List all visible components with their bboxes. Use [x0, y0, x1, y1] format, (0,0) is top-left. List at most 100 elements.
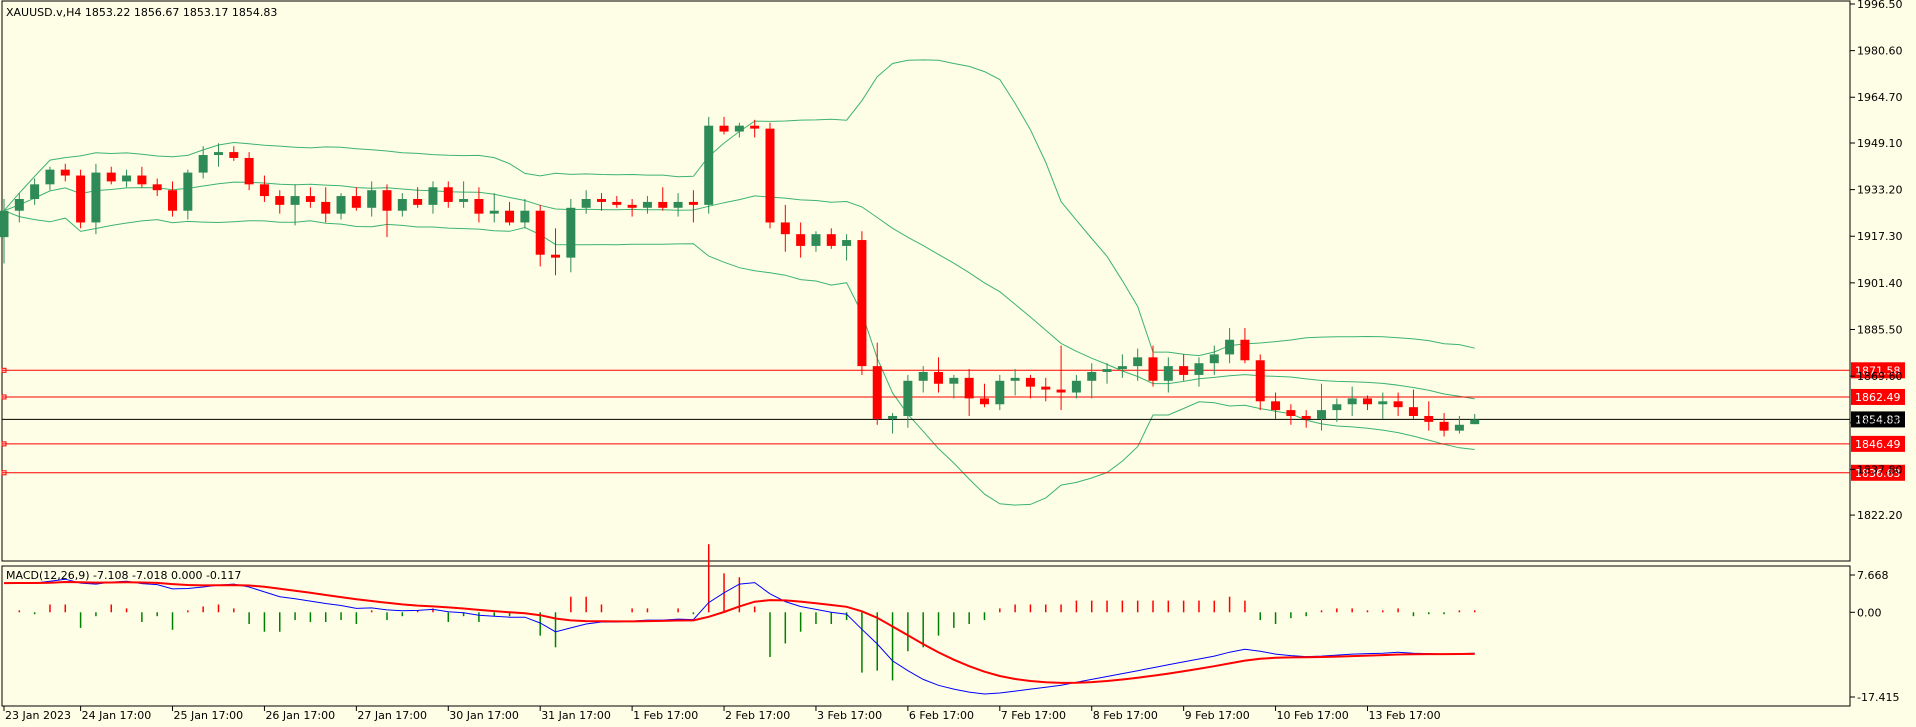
candle-body	[428, 187, 438, 205]
candle	[581, 190, 591, 214]
candle-body	[382, 190, 392, 211]
candle-body	[1271, 401, 1281, 411]
candle	[1470, 414, 1480, 425]
candle-body	[1163, 366, 1173, 381]
candle-body	[122, 175, 132, 182]
candle-body	[137, 175, 147, 185]
candle-body	[290, 196, 300, 205]
x-tick-label: 26 Jan 17:00	[265, 709, 335, 722]
candle	[137, 166, 147, 188]
candle	[642, 196, 652, 214]
candle	[780, 204, 790, 252]
current-price-label: 1854.83	[1855, 413, 1901, 426]
candle-body	[168, 190, 178, 211]
candle-body	[566, 207, 576, 258]
candle	[60, 163, 70, 182]
candle-body	[198, 155, 208, 173]
candle	[1194, 357, 1204, 387]
candle	[734, 122, 744, 138]
candle	[30, 178, 40, 205]
candle	[1225, 328, 1235, 364]
candle-body	[1470, 419, 1480, 425]
candle-body	[872, 366, 882, 419]
candle-body	[734, 125, 744, 132]
macd-line	[3, 578, 1475, 695]
candle-body	[1332, 404, 1342, 411]
candle	[336, 193, 346, 220]
candle-body	[979, 398, 989, 405]
candle-body	[658, 201, 668, 208]
candle	[596, 193, 606, 211]
candle-body	[796, 234, 806, 246]
candle-body	[321, 201, 331, 214]
candle	[459, 181, 469, 208]
candle	[979, 383, 989, 408]
candle	[505, 201, 515, 226]
candle	[551, 228, 561, 276]
candle	[1163, 357, 1173, 393]
candle-body	[259, 184, 269, 197]
candle	[106, 166, 116, 185]
candle	[198, 146, 208, 179]
candle-body	[612, 201, 622, 205]
candle-body	[305, 196, 315, 202]
x-tick-label: 10 Feb 17:00	[1277, 709, 1349, 722]
y-tick-label: 1996.50	[1857, 0, 1903, 11]
x-tick-label: 23 Jan 2023	[5, 709, 71, 722]
candle	[1087, 363, 1097, 399]
macd-panel[interactable]	[1, 565, 1851, 707]
candle	[1408, 389, 1418, 419]
candle-body	[45, 169, 55, 185]
candle-body	[750, 125, 760, 129]
level-handle[interactable]	[1, 441, 7, 447]
candle-body	[76, 175, 86, 223]
candle-body	[995, 380, 1005, 405]
candle	[811, 231, 821, 252]
candle-body	[642, 201, 652, 208]
candle	[152, 178, 162, 197]
candle	[566, 198, 576, 273]
candle-body	[934, 371, 944, 384]
candle-body	[30, 184, 40, 199]
y-tick-label: 1885.50	[1857, 323, 1903, 336]
candle-body	[1255, 360, 1265, 402]
horizontal-levels[interactable]: 1871.58 1862.49 1846.49 1836.63 1854.83	[1, 362, 1905, 481]
candle-body	[811, 234, 821, 246]
candle	[1286, 404, 1296, 425]
chart-title: XAUUSD.v,H4 1853.22 1856.67 1853.17 1854…	[6, 6, 277, 19]
candle	[1025, 374, 1035, 399]
candle	[1271, 392, 1281, 419]
price-panel[interactable]	[1, 0, 1851, 562]
candle	[1362, 395, 1372, 411]
candle-body	[1378, 401, 1388, 405]
candle-body	[688, 201, 698, 205]
candle	[535, 204, 545, 267]
candle-body	[1179, 366, 1189, 375]
candle-body	[581, 198, 591, 208]
x-tick-label: 31 Jan 17:00	[541, 709, 611, 722]
candle	[244, 152, 254, 191]
level-handle[interactable]	[1, 470, 7, 476]
candle-body	[443, 187, 453, 202]
signal-line	[3, 580, 1475, 684]
candle	[229, 146, 239, 161]
axes: 1996.50 1980.60 1964.70 1949.10 1933.20 1917.…	[3, 0, 1903, 722]
candle-body	[704, 125, 714, 205]
candle	[0, 198, 9, 264]
level-handle[interactable]	[1, 367, 7, 373]
candle	[76, 169, 86, 229]
candle-body	[1056, 389, 1066, 393]
x-tick-label: 3 Feb 17:00	[817, 709, 882, 722]
macd-y-tick-label: 7.668	[1857, 569, 1889, 582]
candle-body	[551, 254, 561, 258]
candle	[1041, 377, 1051, 402]
candle-body	[1025, 377, 1035, 387]
candle	[259, 175, 269, 202]
level-handle[interactable]	[1, 394, 7, 400]
candles	[0, 116, 1480, 437]
candle-body	[106, 172, 116, 182]
x-tick-label: 13 Feb 17:00	[1368, 709, 1440, 722]
level-price-label: 1862.49	[1855, 391, 1901, 404]
candle-body	[60, 169, 70, 176]
